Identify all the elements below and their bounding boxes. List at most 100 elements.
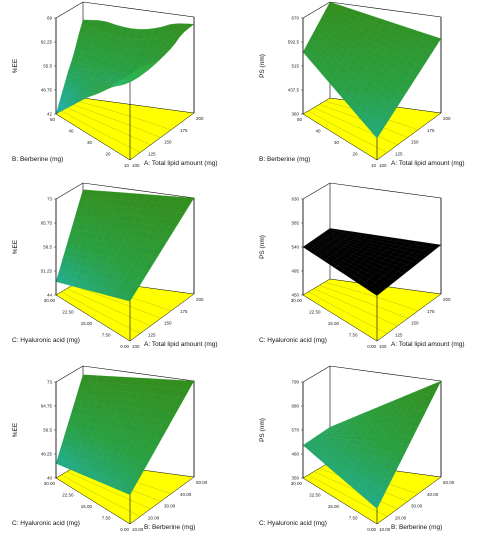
floor-contour [77, 101, 172, 131]
x-axis-label: B: Berberine (mg) [391, 524, 442, 531]
surface-mesh [56, 19, 194, 115]
z-tick-label: 350 [291, 476, 299, 481]
y-tick-label: 15.00 [328, 321, 340, 326]
z-tick-label: 55.5 [43, 64, 52, 69]
x-tick-label: 40.00 [180, 492, 192, 497]
x-tick-label: 125 [148, 332, 156, 337]
x-tick-label: 200 [196, 116, 204, 121]
x-axis-label: B: Berberine (mg) [144, 524, 195, 531]
floor-contour [72, 285, 161, 319]
y-tick-label: 0.00 [120, 344, 129, 349]
chart-panel-ee-lipid-hyaluronic: 73 65.75 58.5 51.25 44 %EE 100 125 150 175 200 A: T… [12, 182, 218, 349]
y-tick-label: 22.50 [309, 310, 321, 315]
floor-contour [319, 285, 408, 319]
z-tick-label: 670 [291, 16, 299, 21]
surface-facet [302, 245, 311, 251]
x-tick-label: 150 [164, 140, 172, 145]
y-axis-label: C: Hyaluronic acid (mg) [12, 337, 80, 344]
x-tick-label: 100 [132, 344, 140, 349]
z-tick-label: 592.5 [288, 40, 300, 45]
surface-mesh [303, 2, 441, 139]
x-tick-label: 10.00 [132, 527, 144, 532]
z-tick-label: 360 [291, 112, 299, 117]
x-tick-label: 10.00 [379, 527, 391, 532]
surface-mesh [56, 374, 194, 495]
floor-plane [55, 97, 195, 161]
y-axis-label: C: Hyaluronic acid (mg) [12, 520, 80, 527]
floor-contour [66, 288, 151, 327]
z-axis-label: %EE [12, 422, 19, 437]
floor-contour [61, 291, 141, 334]
x-tick-label: 175 [427, 128, 435, 133]
x-axis-label: A: Total lipid amount (mg) [391, 160, 465, 167]
x-tick-label: 150 [164, 321, 172, 326]
y-tick-label: 30.00 [291, 298, 303, 303]
x-tick-label: 125 [395, 332, 403, 337]
x-tick-label: 100 [132, 163, 140, 168]
z-tick-label: 495 [291, 269, 299, 274]
z-tick-label: 73 [47, 380, 53, 385]
floor-contour [61, 110, 141, 153]
z-tick-label: 585 [291, 221, 299, 226]
z-tick-label: 69 [47, 16, 53, 21]
y-tick-label: 40 [315, 129, 321, 134]
x-axis-label: A: Total lipid amount (mg) [144, 160, 218, 167]
y-tick-label: 0.00 [367, 344, 376, 349]
z-axis-label: PS (nm) [259, 235, 266, 259]
z-axis-label: PS (nm) [259, 54, 266, 78]
x-tick-label: 175 [180, 128, 188, 133]
z-tick-label: 48.25 [41, 452, 53, 457]
z-tick-label: 515 [291, 64, 299, 69]
z-tick-label: 62.25 [41, 40, 53, 45]
chart-panel-ps-berberine-hyaluronic: 790 680 570 460 350 PS (nm) 10.00 20.00 30.00 40.… [259, 365, 455, 532]
surface-mesh [56, 189, 194, 302]
x-tick-label: 150 [411, 140, 419, 145]
floor-contour [66, 471, 151, 510]
z-axis-label: %EE [12, 239, 19, 254]
x-tick-label: 100 [379, 163, 387, 168]
x-tick-label: 50.00 [443, 480, 455, 485]
y-tick-label: 15.00 [328, 504, 340, 509]
y-tick-label: 30.00 [44, 298, 56, 303]
z-tick-label: 437.5 [288, 88, 300, 93]
x-tick-label: 30.00 [164, 504, 176, 509]
y-tick-label: 22.50 [309, 493, 321, 498]
y-tick-label: 0.00 [120, 527, 129, 532]
y-tick-label: 30.00 [44, 481, 56, 486]
x-tick-label: 175 [180, 309, 188, 314]
z-tick-label: 58.5 [43, 245, 52, 250]
y-tick-label: 7.50 [349, 516, 358, 521]
y-tick-label: 7.50 [102, 516, 111, 521]
y-tick-label: 50 [50, 117, 56, 122]
y-tick-label: 10 [371, 163, 377, 168]
floor-contour [313, 107, 398, 146]
x-axis-label: A: Total lipid amount (mg) [144, 341, 218, 348]
z-tick-label: 64.75 [41, 404, 53, 409]
x-tick-label: 125 [395, 151, 403, 156]
x-tick-label: 200 [196, 297, 204, 302]
z-tick-label: 40 [47, 476, 53, 481]
chart-panel-ee-lipid-berberine: 69 62.25 55.5 48.75 42 %EE 100 125 150 175 200 A: T… [12, 1, 218, 168]
y-tick-label: 15.00 [81, 321, 93, 326]
z-tick-label: 570 [291, 428, 299, 433]
y-axis-label: C: Hyaluronic acid (mg) [259, 520, 327, 527]
x-tick-label: 100 [379, 344, 387, 349]
z-tick-label: 630 [291, 197, 299, 202]
floor-contour [61, 474, 141, 517]
z-tick-label: 73 [47, 197, 53, 202]
z-tick-label: 450 [291, 293, 299, 298]
y-tick-label: 30 [87, 140, 93, 145]
x-axis-label: A: Total lipid amount (mg) [391, 341, 465, 348]
z-tick-label: 65.75 [41, 221, 53, 226]
y-tick-label: 20 [105, 152, 111, 157]
response-surface [302, 228, 442, 296]
z-tick-label: 51.25 [41, 269, 53, 274]
y-tick-label: 7.50 [102, 333, 111, 338]
z-tick-label: 42 [47, 112, 53, 117]
x-tick-label: 50.00 [196, 480, 208, 485]
x-tick-label: 30.00 [411, 504, 423, 509]
y-axis-label: B: Berberine (mg) [259, 156, 310, 163]
floor-contour [308, 291, 388, 334]
